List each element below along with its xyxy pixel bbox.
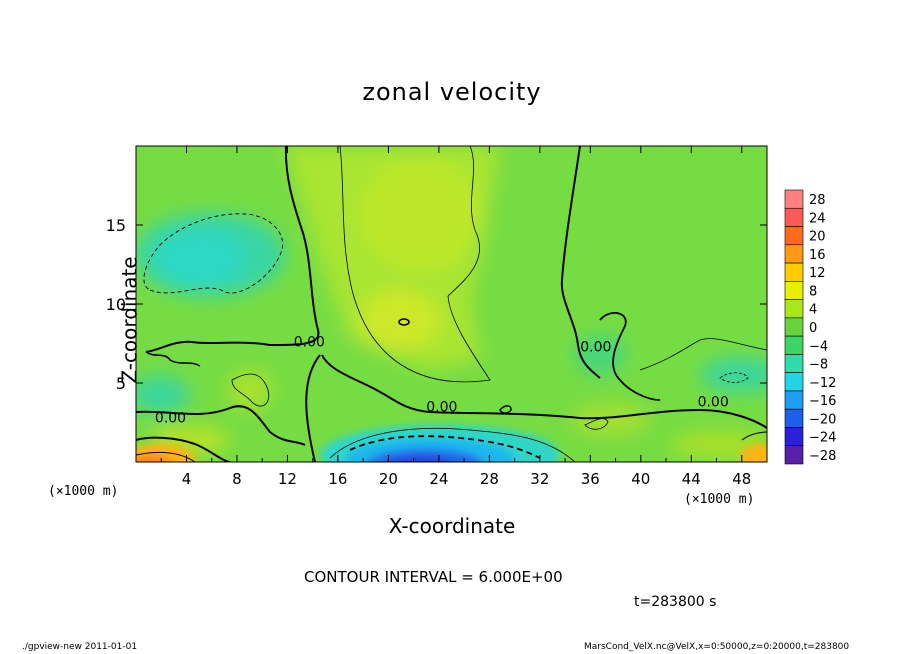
colorbar-label: −16 xyxy=(809,394,836,409)
colorbar-label: 28 xyxy=(809,193,826,208)
y-axis-ticks: 5 10 15 xyxy=(106,216,767,393)
x-tick-label: 4 xyxy=(182,470,192,488)
colorbar-label: 0 xyxy=(809,321,817,336)
colorbar-label: −12 xyxy=(809,376,836,391)
x-unit-label-right: (×1000 m) xyxy=(684,492,755,507)
colorbar-swatch xyxy=(784,335,804,355)
colorbar-swatch xyxy=(784,408,804,428)
colorbar-label: 20 xyxy=(809,230,826,245)
y-axis-label: Z-coordinate xyxy=(117,256,142,384)
colorbar-swatch xyxy=(784,207,804,227)
colorbar-label: −28 xyxy=(809,449,836,464)
contour-label-5: 0.00 xyxy=(155,411,186,427)
contour-label-2: 0.00 xyxy=(426,399,457,415)
x-tick-label: 24 xyxy=(429,470,448,488)
colorbar-swatch xyxy=(784,244,804,264)
colorbar-label: −24 xyxy=(809,431,836,446)
contour-interval-text: CONTOUR INTERVAL = 6.000E+00 xyxy=(304,568,563,586)
y-tick-label: 15 xyxy=(106,216,126,235)
contour-lines xyxy=(136,146,767,462)
colorbar-swatch xyxy=(784,281,804,300)
x-tick-label: 12 xyxy=(278,470,297,488)
colorbar-label: 4 xyxy=(809,303,817,318)
footer-right-text: MarsCond_VelX.nc@VelX,x=0:50000,z=0:2000… xyxy=(584,642,850,652)
x-axis-ticks: 4 8 12 16 20 24 28 32 36 40 44 48 xyxy=(160,146,751,488)
colorbar-swatch xyxy=(784,354,804,373)
x-tick-label: 16 xyxy=(328,470,347,488)
contour-labels: 0.00 0.00 0.00 0.00 0.00 xyxy=(155,335,729,427)
colorbar-swatch xyxy=(784,226,804,246)
colorbar-swatch xyxy=(784,317,804,337)
colorbar: 28 24 20 16 12 8 4 0 −4 −8 −12 −16 −20 −24 −28 xyxy=(784,189,836,465)
x-tick-label: 20 xyxy=(379,470,398,488)
y-tick-label: 10 xyxy=(106,295,126,314)
colorbar-swatch xyxy=(784,427,804,447)
x-tick-label: 28 xyxy=(480,470,499,488)
colorbar-swatch xyxy=(784,189,804,209)
chart-title: zonal velocity xyxy=(362,78,542,106)
colorbar-label: 8 xyxy=(809,284,817,299)
colorbar-label: −4 xyxy=(809,339,828,354)
colorbar-swatch xyxy=(784,372,804,392)
x-tick-label: 32 xyxy=(530,470,549,488)
colorbar-swatch xyxy=(784,262,804,282)
x-axis-label: X-coordinate xyxy=(388,514,516,538)
x-tick-label: 48 xyxy=(732,470,751,488)
colorbar-swatch xyxy=(784,299,804,319)
colorbar-label: 24 xyxy=(809,211,826,226)
colorbar-swatch xyxy=(784,390,804,410)
time-label: t=283800 s xyxy=(634,594,717,610)
x-unit-label-left: (×1000 m) xyxy=(48,484,119,499)
heatmap-field: 0.00 0.00 0.00 0.00 0.00 xyxy=(136,146,767,462)
colorbar-label: −8 xyxy=(809,358,828,373)
contour-label-4: 0.00 xyxy=(698,395,729,411)
colorbar-swatch xyxy=(784,445,804,465)
contour-label-3: 0.00 xyxy=(580,339,611,355)
contour-label-1: 0.00 xyxy=(294,335,325,351)
x-tick-label: 44 xyxy=(682,470,701,488)
colorbar-label: 16 xyxy=(809,248,826,263)
footer-left-text: ./gpview-new 2011-01-01 xyxy=(22,642,138,652)
x-tick-label: 36 xyxy=(581,470,600,488)
colorbar-label: 12 xyxy=(809,266,826,281)
colorbar-label: −20 xyxy=(809,412,836,427)
y-tick-label: 5 xyxy=(116,374,126,393)
x-tick-label: 40 xyxy=(631,470,650,488)
x-tick-label: 8 xyxy=(232,470,242,488)
